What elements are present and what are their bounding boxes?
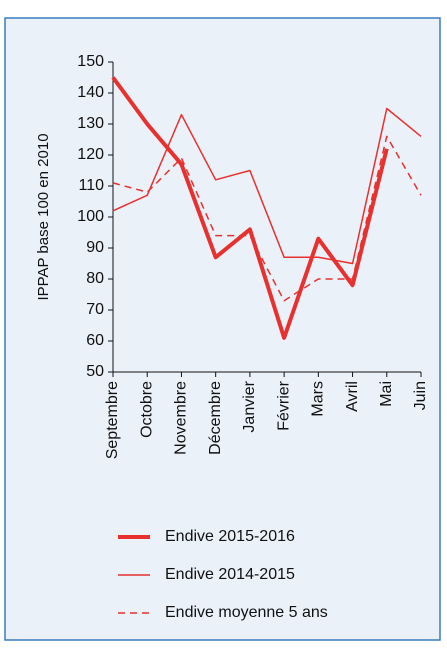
x-tick-label: Juin bbox=[412, 381, 429, 410]
series-line bbox=[112, 135, 422, 302]
y-tick-label: 90 bbox=[86, 239, 104, 256]
y-tick-label: 120 bbox=[77, 146, 104, 163]
y-tick-label: 150 bbox=[77, 53, 104, 70]
y-tick-label: 140 bbox=[77, 84, 104, 101]
y-tick-label: 80 bbox=[86, 270, 104, 287]
y-tick-label: 60 bbox=[86, 332, 104, 349]
x-tick-label: Février bbox=[275, 380, 292, 430]
y-tick-label: 110 bbox=[78, 177, 104, 194]
legend-label: Endive moyenne 5 ans bbox=[165, 604, 328, 621]
panel bbox=[4, 17, 441, 641]
x-tick-label: Octobre bbox=[138, 381, 155, 438]
legend-label: Endive 2014-2015 bbox=[165, 566, 295, 583]
x-tick-label: Décembre bbox=[207, 381, 224, 455]
legend-label: Endive 2015-2016 bbox=[165, 528, 295, 545]
x-tick-label: Avril bbox=[344, 381, 361, 412]
x-tick-label: Janvier bbox=[241, 380, 258, 432]
y-tick-label: 50 bbox=[86, 363, 104, 380]
x-tick-label: Mai bbox=[378, 381, 395, 407]
y-tick-label: 100 bbox=[77, 208, 104, 225]
series-line bbox=[111, 76, 389, 340]
y-axis-label: IPPAP base 100 en 2010 bbox=[35, 133, 52, 300]
series-line bbox=[112, 107, 422, 265]
x-tick-label: Novembre bbox=[173, 381, 190, 455]
x-tick-label: Mars bbox=[310, 381, 327, 417]
x-tick-label: Septembre bbox=[104, 381, 121, 459]
y-tick-label: 70 bbox=[86, 301, 104, 318]
y-tick-label: 130 bbox=[77, 115, 104, 132]
